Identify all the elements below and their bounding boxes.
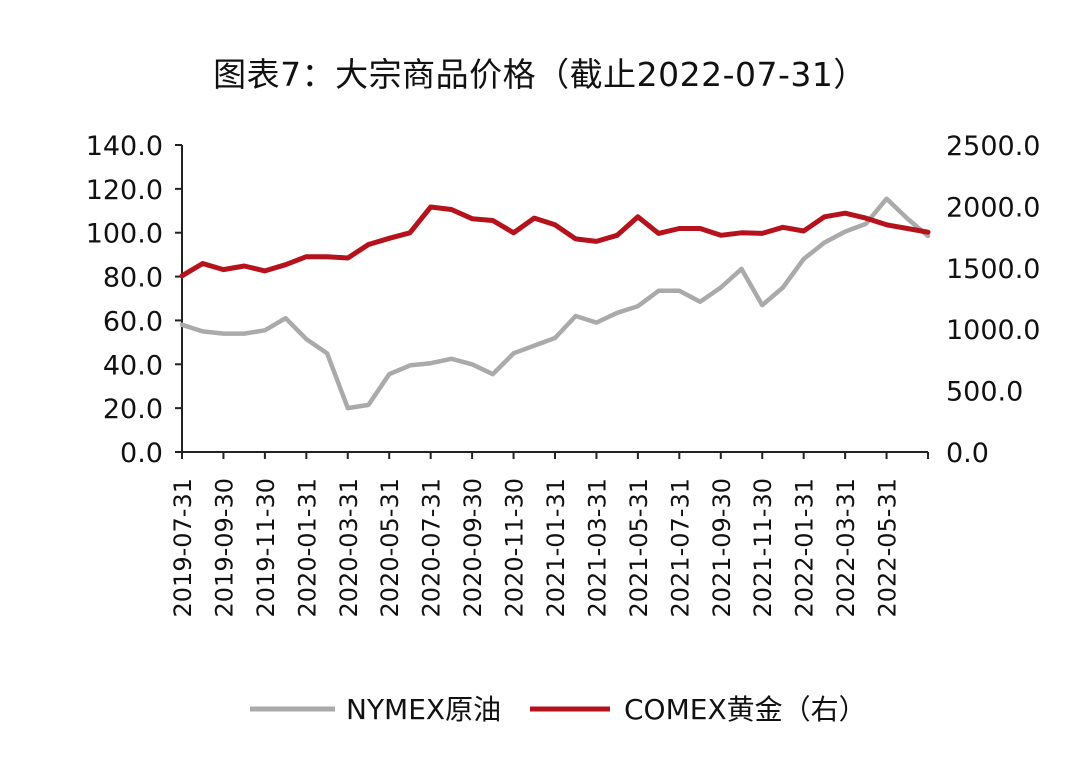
series-line-nymex-crude	[179, 196, 931, 411]
left-tick-label: 100.0	[86, 219, 163, 250]
x-tick-label: 2021-01-31	[542, 478, 570, 617]
right-tick-label: 0.0	[946, 438, 989, 469]
left-axis-ticks: 0.0 20.0 40.0 60.0 80.0 100.0 120.0 140.0	[86, 131, 182, 469]
right-tick-label: 2000.0	[946, 192, 1040, 223]
x-tick-label: 2019-07-31	[169, 478, 197, 617]
legend: NYMEX原油 COMEX黄金（右）	[250, 693, 867, 726]
x-tick-label: 2020-03-31	[335, 478, 363, 617]
left-tick-label: 140.0	[86, 131, 163, 162]
left-tick-label: 20.0	[103, 394, 163, 425]
x-tick-label: 2021-11-30	[749, 478, 777, 617]
x-tick-label: 2019-11-30	[252, 478, 280, 617]
right-tick-label: 1000.0	[946, 315, 1040, 346]
right-tick-label: 1500.0	[946, 254, 1040, 285]
legend-label-comex-gold: COMEX黄金（右）	[624, 693, 867, 726]
legend-label-nymex-crude: NYMEX原油	[346, 693, 501, 726]
x-tick-label: 2021-05-31	[625, 478, 653, 617]
x-tick-label: 2019-09-30	[210, 478, 238, 617]
x-tick-label: 2020-01-31	[293, 478, 321, 617]
left-tick-label: 0.0	[120, 438, 163, 469]
x-tick-label: 2021-09-30	[708, 478, 736, 617]
x-tick-label: 2022-05-31	[874, 478, 902, 617]
left-tick-label: 80.0	[103, 263, 163, 294]
x-tick-label: 2020-07-31	[418, 478, 446, 617]
x-tick-label: 2022-03-31	[832, 478, 860, 617]
left-tick-label: 120.0	[86, 175, 163, 206]
axes	[181, 145, 928, 453]
series-line-comex-gold	[179, 204, 931, 279]
right-tick-label: 500.0	[946, 377, 1023, 408]
x-tick-label: 2020-05-31	[376, 478, 404, 617]
series-layer	[179, 196, 931, 411]
left-tick-label: 40.0	[103, 350, 163, 381]
right-tick-label: 2500.0	[946, 131, 1040, 162]
x-tick-label: 2021-03-31	[583, 478, 611, 617]
chart-title: 图表7：大宗商品价格（截止2022-07-31）	[213, 55, 867, 94]
x-tick-label: 2020-11-30	[501, 478, 529, 617]
right-axis-ticks: 0.0 500.0 1000.0 1500.0 2000.0 2500.0	[946, 131, 1040, 469]
left-tick-label: 60.0	[103, 306, 163, 337]
x-tick-label: 2021-07-31	[666, 478, 694, 617]
x-tick-label: 2022-01-31	[791, 478, 819, 617]
x-axis-ticks: 2019-07-31 2019-09-30 2019-11-30 2020-01-31…	[169, 452, 929, 617]
x-tick-label: 2020-09-30	[459, 478, 487, 617]
